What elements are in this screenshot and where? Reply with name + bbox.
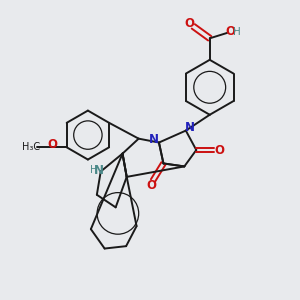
Text: O: O [47,138,57,151]
Text: O: O [184,17,194,30]
Text: H: H [233,27,241,37]
Text: N: N [148,133,159,146]
Text: O: O [225,25,235,38]
Text: H: H [90,165,97,175]
Text: H₃C: H₃C [22,142,40,152]
Text: N: N [185,121,195,134]
Text: O: O [146,179,157,192]
Text: N: N [94,164,104,177]
Text: O: O [214,143,225,157]
